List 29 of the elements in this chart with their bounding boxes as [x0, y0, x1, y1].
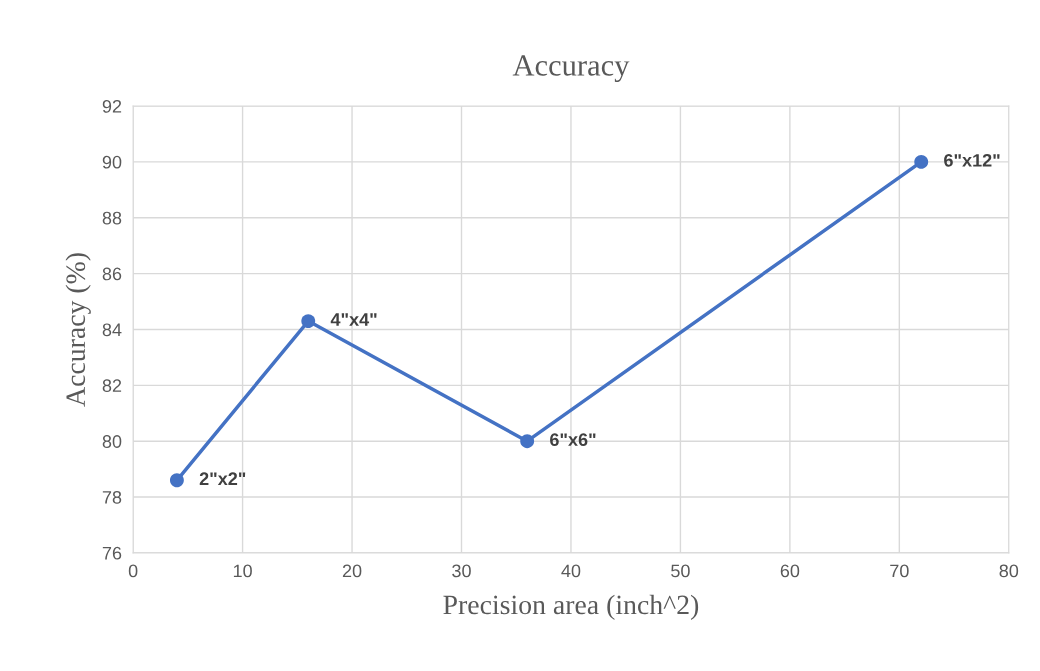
y-tick-label: 78	[102, 490, 122, 504]
annotation: 4"x4"	[330, 313, 377, 326]
x-tick-label: 60	[780, 564, 800, 578]
y-tick-label: 84	[102, 323, 122, 337]
annotation: 6"x6"	[550, 433, 596, 447]
point	[914, 154, 929, 169]
y-tick-label: 92	[102, 99, 122, 113]
annotation: 2"x2"	[199, 472, 246, 485]
y-tick-label: 80	[102, 435, 122, 448]
x-tick-label: 50	[671, 564, 690, 578]
chart-title: Accuracy	[512, 55, 630, 83]
x-tick-label: 10	[233, 564, 252, 578]
point	[520, 434, 535, 449]
y-tick-label: 88	[102, 211, 122, 225]
y-tick-label: 82	[102, 379, 122, 393]
annotation: 6"x12"	[944, 153, 1000, 167]
y-tick-label: 86	[102, 267, 122, 281]
y-tick-label: 76	[102, 546, 122, 560]
y-tick-label: 90	[102, 155, 122, 169]
x-tick-label: 30	[452, 564, 471, 578]
x-axis-title: Precision area (inch^2)	[443, 594, 699, 620]
x-tick-label: 0	[128, 564, 138, 578]
x-tick-label: 80	[999, 564, 1019, 578]
x-tick-label: 20	[342, 564, 362, 578]
x-tick-label: 40	[561, 564, 581, 578]
x-tick-label: 70	[890, 564, 909, 578]
y-axis-title: Accuracy (%)	[65, 253, 91, 407]
point	[169, 473, 184, 488]
point	[301, 314, 316, 329]
